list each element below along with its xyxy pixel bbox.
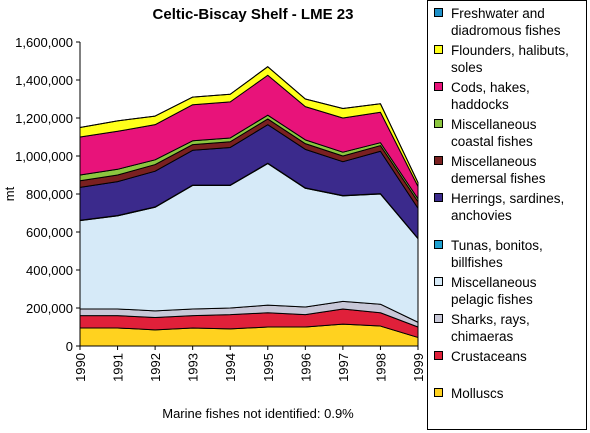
legend-label: Crustaceans [451,349,527,364]
chart-title: Celtic-Biscay Shelf - LME 23 [153,6,354,23]
x-tick-label: 1996 [298,353,313,382]
legend-swatch [434,193,443,202]
legend-swatch [434,240,443,249]
legend-swatch [434,82,443,91]
y-tick-label: 1,600,000 [15,35,73,50]
legend-label: Cods, hakes, haddocks [451,80,530,112]
legend-swatch [434,45,443,54]
y-tick-label: 600,000 [26,225,73,240]
legend: Freshwater and diadromous fishes Flounder… [427,0,587,430]
legend-label: Miscellaneous pelagic fishes [451,275,537,307]
axes [76,41,419,350]
y-tick-label: 1,000,000 [15,149,73,164]
x-tick-label: 1992 [148,353,163,382]
x-tick-labels: 1990 1991 1992 1993 1994 1995 1996 1997 1998 1999 [73,353,426,382]
footnote: Marine fishes not identified: 0.9% [162,406,354,421]
legend-swatch [434,314,443,323]
legend-label: Miscellaneous coastal fishes [451,117,537,149]
legend-label: Tunas, bonitos, billfishes [451,238,543,270]
legend-swatch [434,277,443,286]
x-tick-label: 1998 [373,353,388,382]
area-series-group [79,66,419,347]
legend-swatch [434,351,443,360]
legend-label: Freshwater and diadromous fishes [451,6,561,38]
legend-label: Herrings, sardines, anchovies [451,191,565,223]
y-tick-labels: 0 200,000 400,000 600,000 800,000 1,000,000 1,… [15,35,73,354]
legend-label: Flounders, halibuts, soles [451,43,569,75]
y-tick-label: 1,400,000 [15,73,73,88]
y-tick-label: 0 [66,339,73,354]
x-tick-label: 1993 [186,353,201,382]
legend-label: Miscellaneous demersal fishes [451,154,546,186]
legend-label: Molluscs [451,386,504,401]
legend-swatch [434,119,443,128]
y-tick-label: 1,200,000 [15,111,73,126]
x-tick-label: 1999 [411,353,426,382]
y-tick-label: 800,000 [26,187,73,202]
legend-swatch [434,8,443,17]
x-tick-label: 1995 [261,353,276,382]
area-series-freshwater-and-diadromous-fishes [79,66,419,184]
x-tick-label: 1997 [336,353,351,382]
legend-swatch [434,388,443,397]
legend-swatch [434,156,443,165]
legend-label: Sharks, rays, chimaeras [451,312,530,344]
x-tick-label: 1990 [73,353,88,382]
y-tick-label: 400,000 [26,263,73,278]
x-tick-label: 1991 [111,353,126,382]
x-tick-label: 1994 [223,353,238,382]
y-tick-label: 200,000 [26,301,73,316]
y-axis-label: mt [2,186,17,201]
